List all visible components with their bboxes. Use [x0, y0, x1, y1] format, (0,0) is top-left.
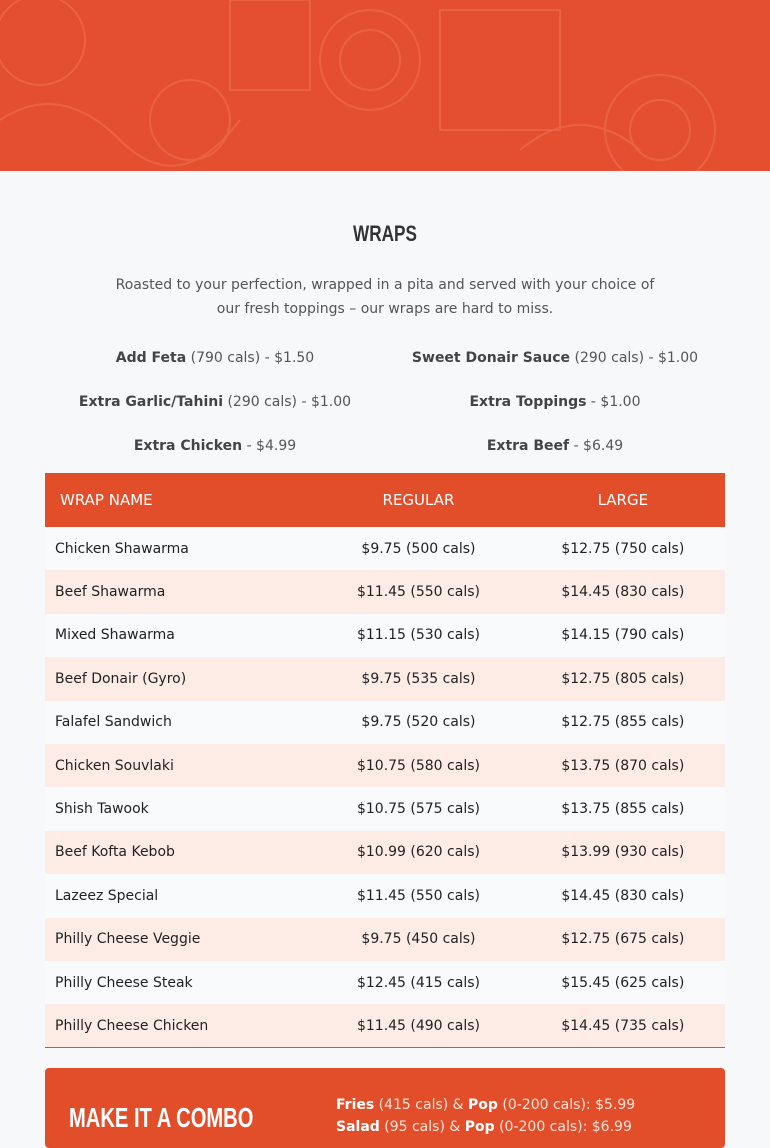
combo-item-cals: (415 cals) &: [374, 1097, 469, 1114]
combo-item: Fries: [336, 1097, 375, 1114]
addons-list: Add Feta (790 cals) - $1.50 Sweet Donair …: [45, 347, 725, 457]
table-row: Chicken Souvlaki $10.75 (580 cals) $13.75 …: [45, 743, 725, 788]
regular-price-cell: $9.75 (520 cals): [316, 700, 521, 744]
addon-name: Sweet Donair Sauce: [411, 350, 571, 366]
addon-detail: (290 cals) - $1.00: [223, 394, 352, 410]
header-regular: REGULAR: [316, 473, 521, 527]
large-price-cell: $12.75 (750 cals): [520, 527, 725, 571]
large-price-cell: $12.75 (855 cals): [520, 700, 725, 744]
addon-name: Extra Beef: [486, 438, 570, 454]
regular-price-cell: $11.45 (550 cals): [316, 874, 521, 918]
regular-price-cell: $11.15 (530 cals): [316, 613, 521, 658]
table-row: Chicken Shawarma $9.75 (500 cals) $12.75 (…: [45, 527, 725, 571]
wrap-name-cell: Lazeez Special: [45, 874, 317, 918]
large-price-cell: $14.15 (790 cals): [520, 613, 725, 658]
table-row: Philly Cheese Chicken $11.45 (490 cals) $1…: [45, 1004, 725, 1049]
table-header-row: WRAP NAME REGULAR LARGE: [45, 473, 725, 527]
addon-item: Sweet Donair Sauce (290 cals) - $1.00: [385, 347, 725, 369]
large-price-cell: $12.75 (675 cals): [520, 917, 725, 961]
combo-line: Fries (415 cals) & Pop (0-200 cals): $5.…: [336, 1094, 635, 1116]
addon-item: Add Feta (790 cals) - $1.50: [45, 347, 385, 369]
addon-item: Extra Garlic/Tahini (290 cals) - $1.00: [45, 391, 385, 413]
wrap-name-cell: Chicken Souvlaki: [45, 743, 317, 788]
header-large: LARGE: [520, 473, 725, 527]
addon-item: Extra Toppings - $1.00: [385, 391, 725, 413]
regular-price-cell: $10.99 (620 cals): [316, 830, 521, 875]
large-price-cell: $14.45 (735 cals): [520, 1004, 725, 1049]
section-description: Roasted to your perfection, wrapped in a…: [115, 277, 655, 317]
wrap-name-cell: Beef Kofta Kebob: [45, 830, 317, 875]
wrap-name-cell: Mixed Shawarma: [45, 613, 317, 658]
addon-detail: (290 cals) - $1.00: [570, 350, 699, 366]
addon-detail: - $6.49: [569, 438, 624, 454]
addon-item: Extra Beef - $6.49: [385, 435, 725, 457]
wrap-name-cell: Falafel Sandwich: [45, 700, 317, 744]
regular-price-cell: $11.45 (490 cals): [316, 1004, 521, 1049]
regular-price-cell: $11.45 (550 cals): [316, 570, 521, 614]
addon-item: Extra Chicken - $4.99: [45, 435, 385, 457]
wrap-name-cell: Beef Shawarma: [45, 570, 317, 614]
table-row: Mixed Shawarma $11.15 (530 cals) $14.15 (7…: [45, 613, 725, 658]
table-row: Beef Shawarma $11.45 (550 cals) $14.45 (83…: [45, 570, 725, 614]
hero-banner: [0, 0, 770, 171]
wrap-name-cell: Chicken Shawarma: [45, 527, 317, 571]
header-wrap-name: WRAP NAME: [45, 473, 317, 527]
large-price-cell: $13.99 (930 cals): [520, 830, 725, 875]
combo-drink: Pop: [464, 1119, 495, 1136]
wrap-name-cell: Philly Cheese Chicken: [45, 1004, 317, 1049]
addon-name: Extra Garlic/Tahini: [78, 394, 224, 410]
combo-drink: Pop: [468, 1097, 498, 1114]
table-row: Beef Kofta Kebob $10.99 (620 cals) $13.99 …: [45, 830, 725, 875]
combo-title: MAKE IT A COMBO: [69, 1102, 254, 1134]
wrap-name-cell: Beef Donair (Gyro): [45, 657, 317, 701]
large-price-cell: $14.45 (830 cals): [520, 874, 725, 918]
table-row: Falafel Sandwich $9.75 (520 cals) $12.75 (…: [45, 700, 725, 744]
addon-detail: (790 cals) - $1.50: [186, 350, 315, 366]
combo-item-cals: (95 cals) &: [379, 1119, 465, 1136]
large-price-cell: $12.75 (805 cals): [520, 657, 725, 701]
regular-price-cell: $10.75 (575 cals): [316, 787, 521, 831]
large-price-cell: $13.75 (855 cals): [520, 787, 725, 831]
regular-price-cell: $12.45 (415 cals): [316, 960, 521, 1005]
wrap-name-cell: Philly Cheese Veggie: [45, 917, 317, 961]
combo-price: (0-200 cals): $6.99: [494, 1119, 632, 1136]
pattern-decoration: [0, 0, 716, 171]
addon-detail: - $1.00: [586, 394, 641, 410]
large-price-cell: $14.45 (830 cals): [520, 570, 725, 614]
large-price-cell: $15.45 (625 cals): [520, 960, 725, 1005]
regular-price-cell: $10.75 (580 cals): [316, 743, 521, 788]
section-title: WRAPS: [353, 221, 417, 246]
wraps-price-table: WRAP NAME REGULAR LARGE Chicken Shawarma…: [45, 473, 725, 1049]
combo-line: Salad (95 cals) & Pop (0-200 cals): $6.9…: [336, 1116, 635, 1138]
addon-detail: - $4.99: [242, 438, 297, 454]
regular-price-cell: $9.75 (535 cals): [316, 657, 521, 701]
table-row: Philly Cheese Veggie $9.75 (450 cals) $12.…: [45, 917, 725, 961]
table-row: Lazeez Special $11.45 (550 cals) $14.45 (8…: [45, 874, 725, 918]
table-row: Philly Cheese Steak $12.45 (415 cals) $15.…: [45, 960, 725, 1005]
table-row: Beef Donair (Gyro) $9.75 (535 cals) $12.75…: [45, 657, 725, 701]
large-price-cell: $13.75 (870 cals): [520, 743, 725, 788]
combo-price: (0-200 cals): $5.99: [497, 1097, 636, 1114]
addon-name: Extra Chicken: [133, 438, 243, 454]
addon-name: Add Feta: [115, 350, 187, 366]
wrap-name-cell: Shish Tawook: [45, 787, 317, 831]
regular-price-cell: $9.75 (500 cals): [316, 527, 521, 571]
regular-price-cell: $9.75 (450 cals): [316, 917, 521, 961]
combo-options: Fries (415 cals) & Pop (0-200 cals): $5.…: [336, 1094, 635, 1138]
combo-item: Salad: [336, 1119, 380, 1136]
wrap-name-cell: Philly Cheese Steak: [45, 960, 317, 1005]
addon-name: Extra Toppings: [469, 394, 587, 410]
combo-banner: MAKE IT A COMBO Fries (415 cals) & Pop (…: [45, 1068, 725, 1148]
table-row: Shish Tawook $10.75 (575 cals) $13.75 (855…: [45, 787, 725, 831]
